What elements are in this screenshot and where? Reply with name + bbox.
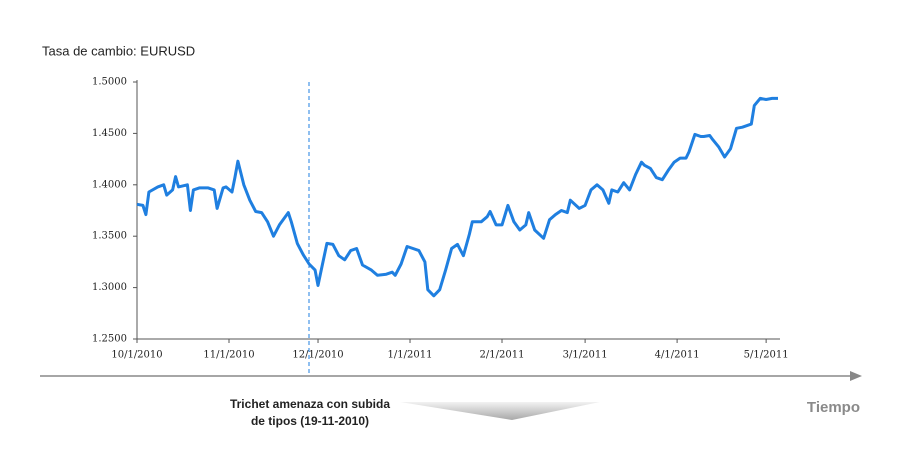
x-tick-label: 12/1/2010 — [292, 350, 343, 361]
line — [136, 96, 778, 298]
y-tick-label: 1.3000 — [92, 282, 127, 293]
x-tick-label: 10/1/2010 — [111, 350, 162, 361]
chevron — [400, 402, 600, 420]
x-tick-label: 4/1/2011 — [655, 350, 700, 361]
x-tick-label: 2/1/2011 — [480, 350, 525, 361]
annotation-line: Trichet amenaza con subida — [230, 397, 390, 411]
x-tick-label: 11/1/2010 — [203, 350, 254, 361]
y-tick-label: 1.3500 — [92, 231, 127, 242]
annotation: Trichet amenaza con subida de tipos (19-1… — [230, 397, 390, 428]
y-tick-label: 1.4000 — [92, 179, 127, 190]
x-tick-label: 5/1/2011 — [744, 350, 789, 361]
annotation-line: de tipos (19-11-2010) — [251, 414, 369, 428]
y-tick-label: 1.5000 — [92, 77, 127, 88]
y-tick-label: 1.4500 — [92, 128, 127, 139]
time-arrow — [850, 371, 862, 381]
x-tick-label: 1/1/2011 — [388, 350, 433, 361]
chart-title: Tasa de cambio: EURUSD — [42, 43, 195, 58]
x-axis-label: Tiempo — [807, 399, 860, 416]
x-tick-label: 3/1/2011 — [563, 350, 608, 361]
y-tick-label: 1.2500 — [92, 334, 127, 345]
